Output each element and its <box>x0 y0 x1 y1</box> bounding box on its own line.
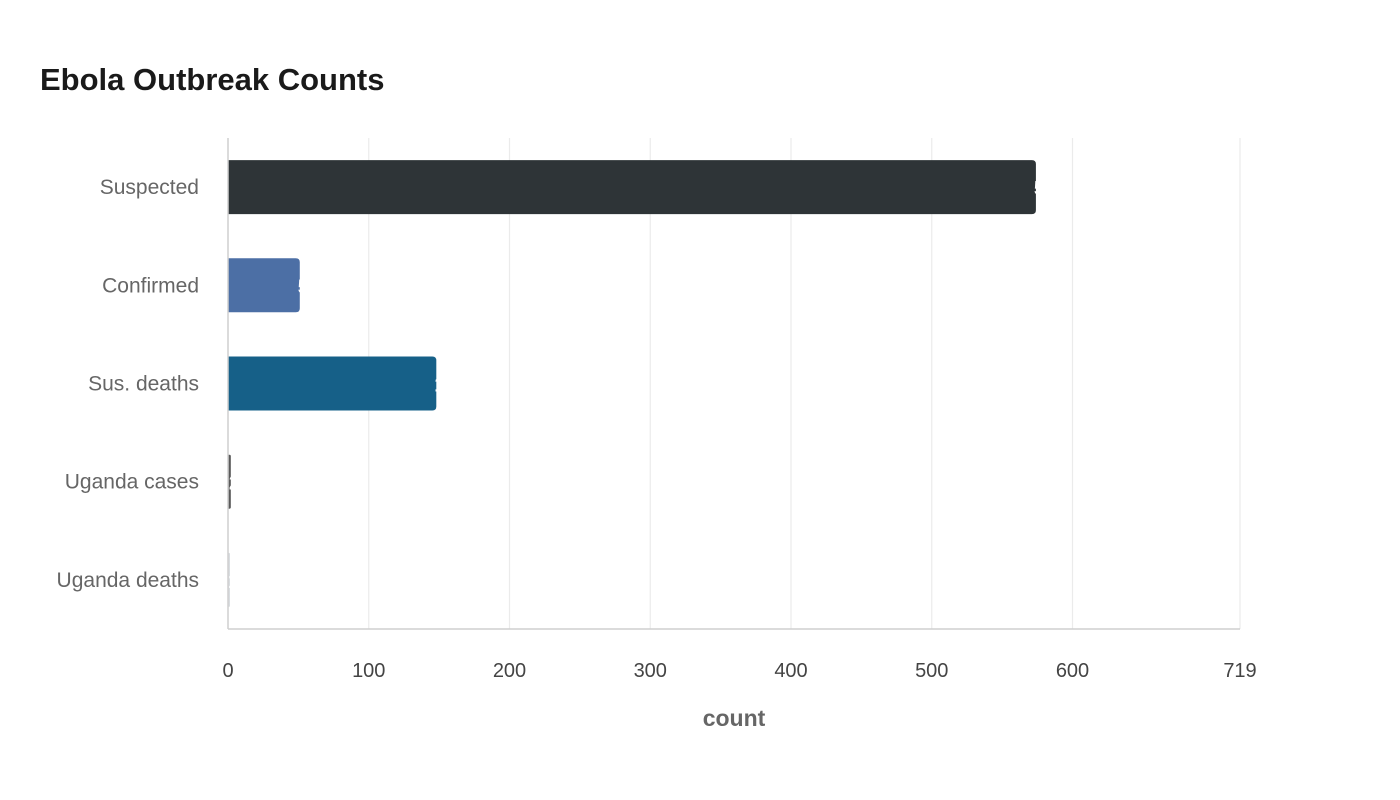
bar-suspected <box>228 160 1036 215</box>
x-tick-label: 300 <box>634 660 667 682</box>
x-tick-label: 500 <box>915 660 948 682</box>
bar-value-label: 574 <box>1034 178 1068 200</box>
chart-title: Ebola Outbreak Counts <box>40 62 385 97</box>
bar-value-label: 51 <box>298 276 320 298</box>
x-tick-label: 600 <box>1056 660 1089 682</box>
x-tick-label: 0 <box>222 660 233 682</box>
y-category-label: Confirmed <box>102 274 199 297</box>
y-category-label: Uganda deaths <box>57 569 199 592</box>
y-category-label: Sus. deaths <box>88 373 199 396</box>
x-tick-label: 100 <box>352 660 385 682</box>
bar-sus-deaths <box>228 356 437 411</box>
axes: 0 100 200 300 400 500 600 719 Suspected Confirmed… <box>57 138 1257 682</box>
bars: 574 51 148 2 1 <box>228 160 1068 607</box>
y-category-label: Suspected <box>100 176 199 199</box>
bar-value-label: 2 <box>229 473 240 495</box>
y-category-label: Uganda cases <box>65 471 199 494</box>
grid-lines <box>368 138 1241 629</box>
x-tick-label: 719 <box>1223 660 1256 682</box>
bar-confirmed <box>228 258 300 313</box>
x-tick-label: 400 <box>774 660 807 682</box>
x-axis-title: count <box>703 705 766 731</box>
x-tick-label: 200 <box>493 660 526 682</box>
bar-value-label: 148 <box>434 375 467 397</box>
bar-value-label: 1 <box>228 571 239 593</box>
